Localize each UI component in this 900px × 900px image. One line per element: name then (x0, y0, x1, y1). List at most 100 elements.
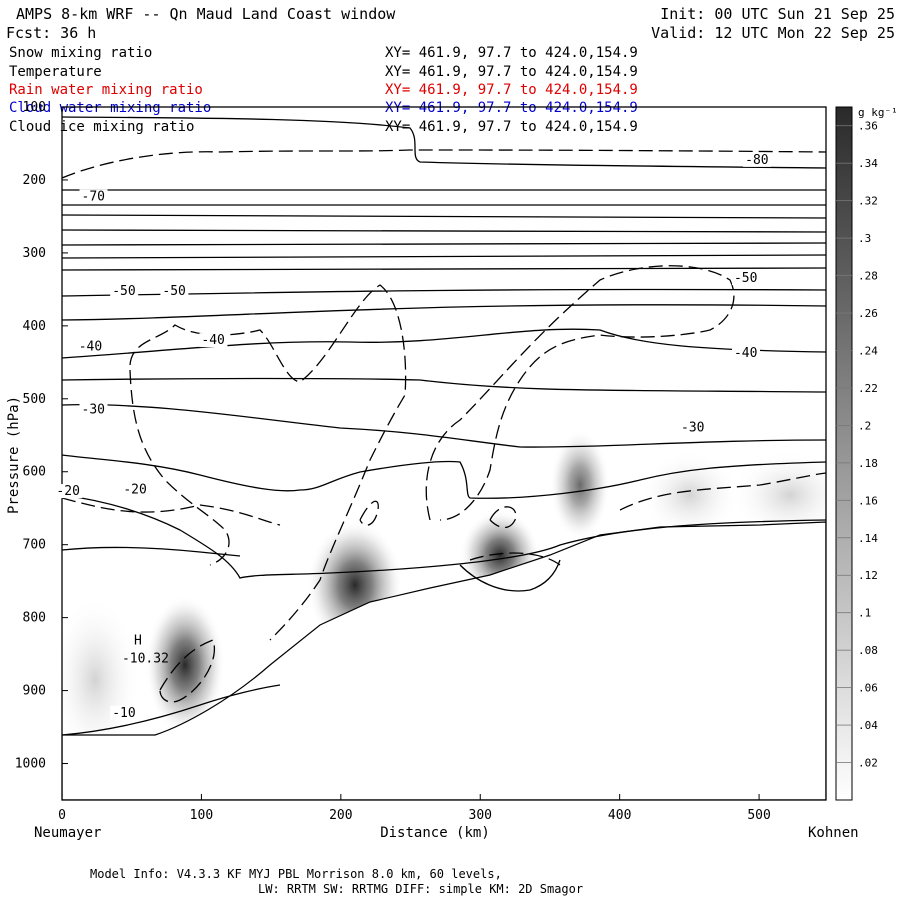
cloud-ice-contours (62, 149, 826, 703)
legend-xy-temperature: XY= 461.9, 97.7 to 424.0,154.9 (385, 64, 638, 80)
temperature-label: -40 (734, 346, 757, 361)
terrain (62, 521, 826, 800)
temperature-label: -80 (745, 153, 768, 168)
legend-xy-cloud-ice: XY= 461.9, 97.7 to 424.0,154.9 (385, 119, 638, 135)
rain-water-contour (459, 559, 561, 592)
temperature-label-bg (76, 339, 105, 354)
temperature-label-bg (160, 284, 189, 299)
temperature-label-bg (731, 271, 760, 286)
temperature-label-bg (731, 346, 760, 361)
colorbar-tick-label: .3 (858, 232, 871, 245)
colorbar-tick-label: .06 (858, 682, 878, 695)
x-axis: 0 100 200 300 400 500 (58, 794, 771, 823)
colorbar-tick-label: .1 (858, 607, 871, 620)
colorbar-tick-label: .16 (858, 494, 878, 507)
legend-name-temperature: Temperature (9, 64, 102, 80)
temperature-label-bg (679, 420, 708, 435)
ice-contour (469, 552, 561, 566)
isotherm-line (62, 229, 826, 233)
temperature-label: -70 (82, 189, 105, 204)
temperature-labels: -80 -70 -50 -50 -50 -40 -40 -40 -30 -30 -20 -20 -10 (54, 152, 772, 721)
snow-patch (550, 430, 610, 540)
colorbar-tick-label: .02 (858, 757, 878, 770)
isotherm-line (62, 328, 826, 359)
colorbar-tick-label: .26 (858, 307, 878, 320)
x-axis-label: Distance (km) (380, 825, 490, 841)
model-info: Model Info: V4.3.3 KF MYJ PBL Morrison 8… (90, 867, 502, 881)
chart-title: AMPS 8-km WRF -- Qn Maud Land Coast wind… (16, 5, 396, 23)
isotherm-line (62, 116, 826, 169)
x-tick-label: 500 (747, 808, 770, 823)
init-time: Init: 00 UTC Sun 21 Sep 25 (660, 5, 895, 23)
ice-contour (62, 149, 826, 179)
ice-contour (129, 369, 230, 566)
temperature-label: -40 (201, 333, 224, 348)
plot-frame (61, 106, 827, 801)
isotherm-line (62, 254, 826, 259)
x-tick-label: 100 (190, 808, 213, 823)
colorbar-tick-label: .14 (858, 532, 878, 545)
y-tick-label: 800 (23, 611, 46, 626)
isotherm-line (62, 242, 826, 246)
isotherm-line (62, 454, 826, 499)
temperature-label-bg (110, 284, 139, 299)
isotherm-line (62, 684, 281, 736)
x-tick-label: 400 (608, 808, 631, 823)
extremum-value: -10.32 (122, 651, 169, 666)
y-tick-label: 500 (23, 392, 46, 407)
temperature-label: -50 (112, 284, 135, 299)
legend-name-cloud-water: Cloud water mixing ratio (9, 100, 211, 116)
ice-contour (62, 497, 281, 526)
temperature-label: -30 (82, 402, 105, 417)
colorbar-tick-label: .22 (858, 382, 878, 395)
isotherm-line (62, 304, 826, 321)
colorbar-tick-label: .18 (858, 457, 878, 470)
isotherm-line (62, 267, 826, 271)
colorbar-tick-label: .34 (858, 157, 878, 170)
y-tick-label: 700 (23, 538, 46, 553)
x-tick-label: 200 (329, 808, 352, 823)
isotherm-line (62, 404, 826, 448)
extremum-marker: H (134, 633, 142, 648)
legend-xy-snow: XY= 461.9, 97.7 to 424.0,154.9 (385, 45, 638, 61)
temperature-label: -40 (79, 340, 102, 355)
temperature-label-bg (110, 705, 139, 720)
y-tick-label: 200 (23, 173, 46, 188)
plot-area (62, 116, 826, 800)
ice-contour (425, 265, 735, 521)
colorbar-gradient (835, 106, 853, 801)
colorbar-tick-label: .12 (858, 569, 878, 582)
ice-contour (159, 639, 216, 703)
colorbar-tick-label: .24 (858, 344, 878, 357)
temperature-label-bg (199, 333, 228, 348)
temperature-label: -20 (123, 483, 146, 498)
right-location-label: Kohnen (808, 825, 859, 841)
legend-xy-cloud-water: XY= 461.9, 97.7 to 424.0,154.9 (385, 100, 638, 116)
y-tick-label: 600 (23, 465, 46, 480)
y-tick-label: 100 (23, 100, 46, 115)
temperature-label: -30 (681, 421, 704, 436)
temperature-label: -20 (56, 484, 79, 499)
legend-name-rain: Rain water mixing ratio (9, 82, 203, 98)
colorbar-tick-label: .36 (858, 120, 878, 133)
colorbar: .36 .34 .32 .3 .28 .26 .24 .22 .2 .18 .16 .14 .12 .1.… (835, 106, 898, 801)
y-tick-label: 900 (23, 684, 46, 699)
ice-contour (489, 506, 517, 529)
temperature-label-bg (121, 482, 150, 497)
y-tick-label: 1000 (15, 757, 46, 772)
x-tick-label: 0 (58, 808, 66, 823)
temperature-label: -50 (162, 284, 185, 299)
forecast-hour: Fcst: 36 h (6, 24, 96, 42)
field-legend: Snow mixing ratio XY= 461.9, 97.7 to 424… (9, 45, 638, 135)
model-physics: LW: RRTM SW: RRTMG DIFF: simple KM: 2D S… (258, 882, 583, 896)
colorbar-ticks: .36 .34 .32 .3 .28 .26 .24 .22 .2 .18 .16 .14 .12 .1.… (836, 120, 878, 770)
legend-xy-rain: XY= 461.9, 97.7 to 424.0,154.9 (385, 82, 638, 98)
colorbar-tick-label: .2 (858, 419, 871, 432)
legend-name-cloud-ice: Cloud ice mixing ratio (9, 119, 194, 135)
temperature-label-bg (54, 484, 83, 499)
colorbar-tick-label: .08 (858, 644, 878, 657)
isotherm-line (62, 546, 241, 557)
legend-name-snow: Snow mixing ratio (9, 45, 152, 61)
